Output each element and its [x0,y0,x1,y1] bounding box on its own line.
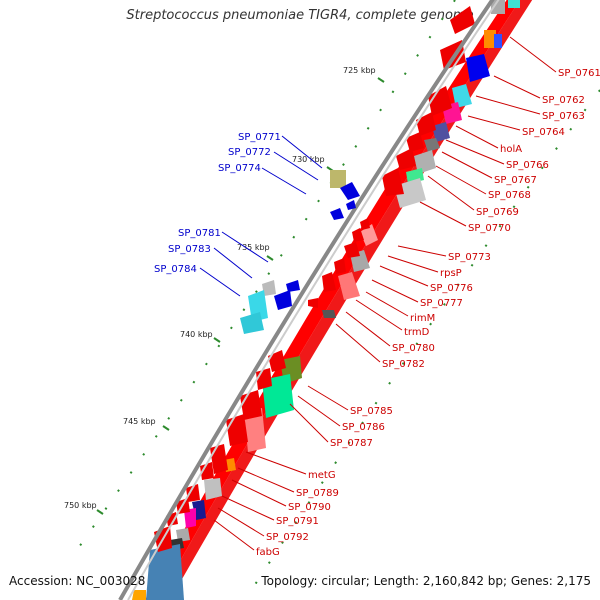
kbp-labels: 725 kbp 730 kbp 735 kbp 740 kbp 745 kbp … [64,66,376,510]
gene-label-sp0791[interactable]: SP_0791 [276,516,319,527]
kbp-label-725: 725 kbp [343,66,376,75]
gene-label-sp0777[interactable]: SP_0777 [420,298,463,309]
map-title: Streptococcus pneumoniae TIGR4, complete… [126,8,474,23]
gene-label-sp0769[interactable]: SP_0769 [476,207,519,218]
gene-label-sp0787[interactable]: SP_0787 [330,438,373,449]
gene-label-sp0767[interactable]: SP_0767 [494,175,537,186]
gene-label-rimm[interactable]: rimM [410,313,435,324]
gene-label-sp0784[interactable]: SP_0784 [154,264,197,275]
gene-label-sp0762[interactable]: SP_0762 [542,95,585,106]
gene-label-sp0761[interactable]: SP_0761 [558,68,600,79]
forward-strand-features [132,0,533,600]
gene-label-sp0785[interactable]: SP_0785 [350,406,393,417]
gene-label-sp0763[interactable]: SP_0763 [542,111,585,122]
gene-label-sp0792[interactable]: SP_0792 [266,532,309,543]
reverse-gene-labels: SP_0771 SP_0772 SP_0774 SP_0781 SP_0783 … [154,132,281,275]
gene-label-fabg[interactable]: fabG [256,547,280,558]
forward-gene-labels: SP_0761 SP_0762 SP_0763 SP_0764 holA SP_… [256,68,600,558]
kbp-label-745: 745 kbp [123,417,156,426]
gene-label-sp0773[interactable]: SP_0773 [448,252,491,263]
gene-label-sp0783[interactable]: SP_0783 [168,244,211,255]
kbp-label-750: 750 kbp [64,501,97,510]
gene-label-sp0781[interactable]: SP_0781 [178,228,221,239]
gene-label-trmd[interactable]: trmD [404,327,430,338]
kbp-ticks [96,77,385,515]
kbp-label-735: 735 kbp [237,243,270,252]
reverse-strand-features [240,170,360,334]
gene-label-sp0771[interactable]: SP_0771 [238,132,281,143]
gene-label-sp0764[interactable]: SP_0764 [522,127,565,138]
gene-label-sp0770[interactable]: SP_0770 [468,223,511,234]
gene-label-rpsp[interactable]: rpsP [440,268,462,279]
gene-label-sp0782[interactable]: SP_0782 [382,359,425,370]
outer-ruler-dots [69,0,456,561]
genome-backbone [118,0,495,600]
gene-label-sp0776[interactable]: SP_0776 [430,283,473,294]
accession-label: Accession: NC_003028 [9,574,146,588]
gene-label-sp0768[interactable]: SP_0768 [488,190,531,201]
reverse-label-leaders [199,135,323,297]
gene-label-metg[interactable]: metG [308,470,336,481]
gene-label-sp0774[interactable]: SP_0774 [218,163,261,174]
gene-label-sp0789[interactable]: SP_0789 [296,488,339,499]
gene-label-hola[interactable]: holA [500,144,522,155]
kbp-label-730: 730 kbp [292,155,325,164]
kbp-label-740: 740 kbp [180,330,213,339]
gene-label-sp0786[interactable]: SP_0786 [342,422,385,433]
topology-label: Topology: circular; Length: 2,160,842 bp… [261,574,591,588]
gene-label-sp0790[interactable]: SP_0790 [288,502,331,513]
label-leaders [213,36,557,551]
gene-label-sp0772[interactable]: SP_0772 [228,147,271,158]
gene-label-sp0766[interactable]: SP_0766 [506,160,549,171]
gene-label-sp0780[interactable]: SP_0780 [392,343,435,354]
